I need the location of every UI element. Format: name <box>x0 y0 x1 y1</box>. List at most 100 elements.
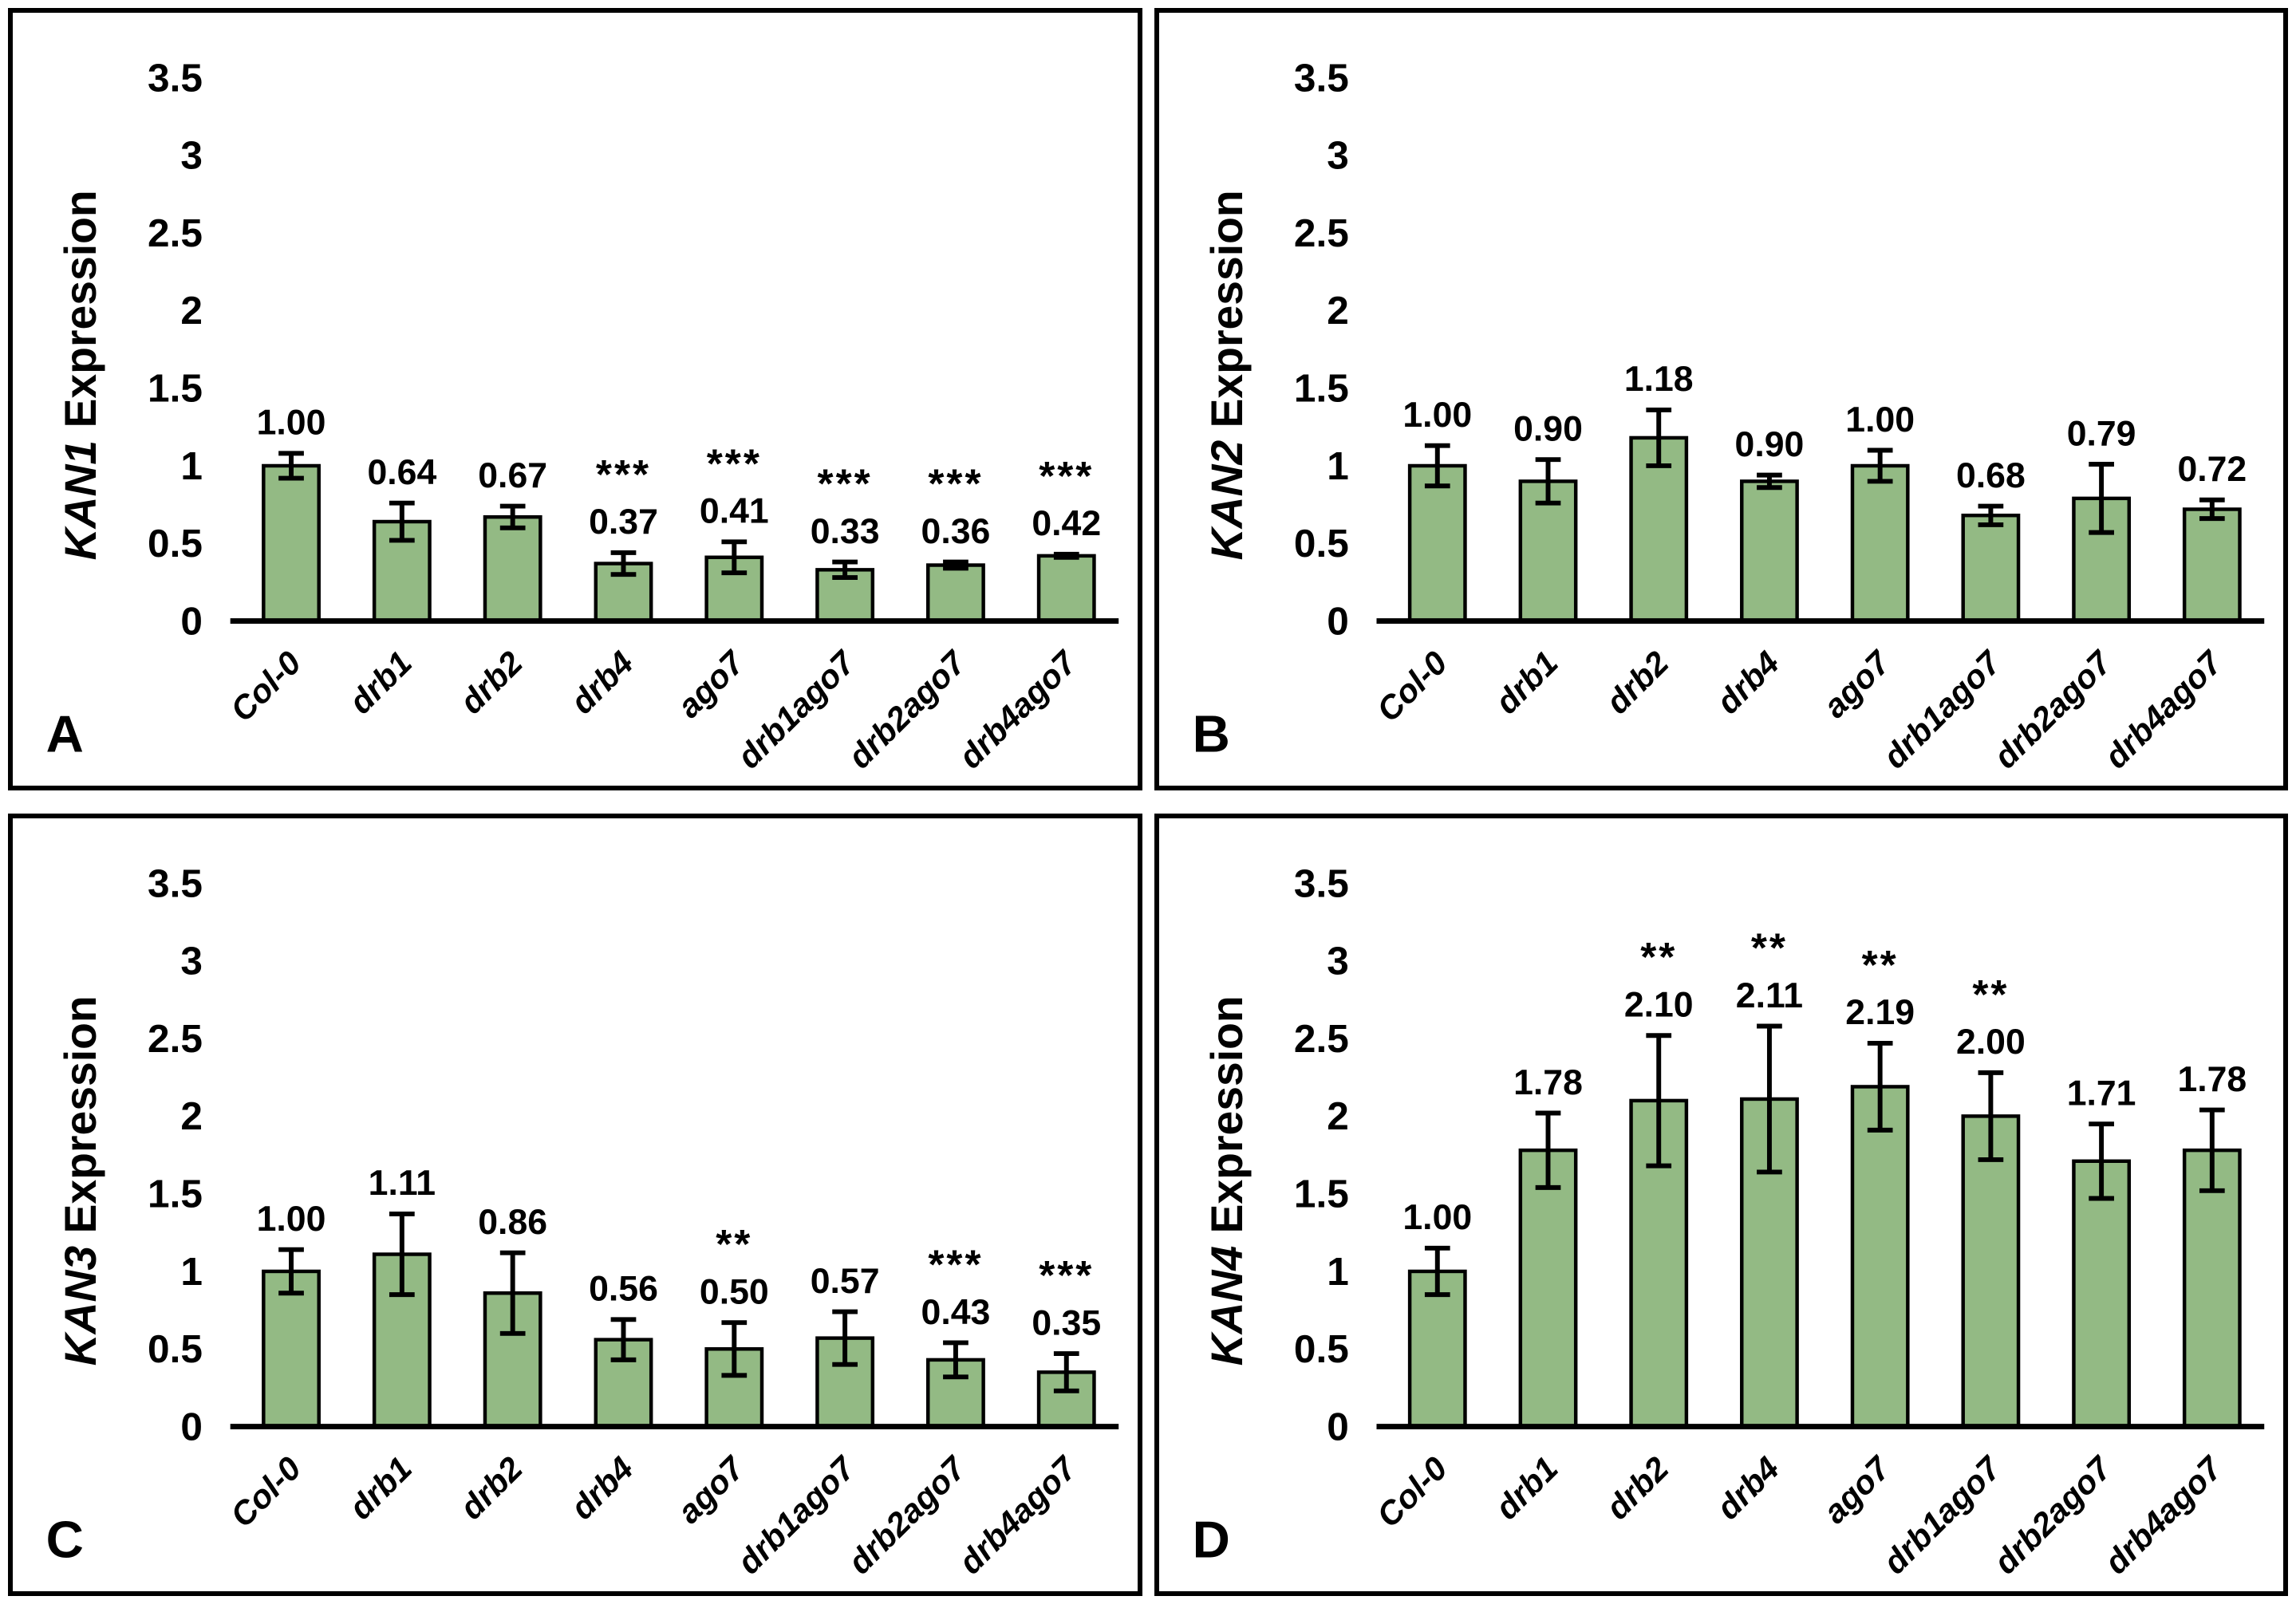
value-label: 1.78 <box>2177 1060 2247 1099</box>
x-tick-label: drb2 <box>452 1449 530 1527</box>
bar <box>2072 1159 2132 1429</box>
y-tick-label: 2 <box>1327 289 1349 333</box>
significance-label: ** <box>1640 933 1677 979</box>
y-tick-label: 2.5 <box>148 1017 203 1061</box>
value-label: 0.72 <box>2177 450 2247 489</box>
x-tick-label: ago7 <box>670 1448 752 1531</box>
value-label: 0.35 <box>1032 1303 1101 1342</box>
panel-a: 0 0.5 1 1.5 2 2.5 3 3.5 KAN1 Expression 1.00 Col-0… <box>8 8 1142 790</box>
x-tick-label: drb1ago7 <box>730 1448 863 1581</box>
y-tick-label: 0.5 <box>1294 522 1349 566</box>
value-label: 0.67 <box>478 456 547 495</box>
value-label: 2.10 <box>1624 986 1694 1025</box>
panel-c: 0 0.5 1 1.5 2 2.5 3 3.5 KAN3 Expression 1.00 Col-0… <box>8 814 1142 1596</box>
y-tick-label: 1.5 <box>1294 367 1349 411</box>
value-label: 2.19 <box>1845 993 1915 1032</box>
y-tick-label: 0.5 <box>148 522 203 566</box>
value-label: 0.68 <box>1956 456 2026 495</box>
significance-label: *** <box>928 460 983 506</box>
y-tick-label: 2.5 <box>148 211 203 255</box>
value-label: 1.00 <box>257 404 326 443</box>
significance-label: *** <box>818 460 873 506</box>
significance-label: ** <box>716 1220 752 1267</box>
x-tick-label: drb2 <box>452 644 530 721</box>
bar <box>1407 463 1467 623</box>
chart-a: 0 0.5 1 1.5 2 2.5 3 3.5 KAN1 Expression 1.00 Col-0… <box>46 56 1119 775</box>
x-tick-label: ago7 <box>1816 643 1898 725</box>
chart-b: 0 0.5 1 1.5 2 2.5 3 3.5 KAN2 Expression 1.00 Col-0… <box>1193 56 2265 776</box>
value-label: 0.50 <box>700 1273 769 1312</box>
value-label: 0.36 <box>921 512 991 551</box>
y-tick-label: 3.5 <box>148 56 203 100</box>
value-label: 2.11 <box>1736 976 1803 1015</box>
value-label: 0.56 <box>589 1270 658 1309</box>
y-tick-label: 2 <box>180 289 203 333</box>
value-label: 0.57 <box>811 1262 880 1301</box>
y-tick-label: 2.5 <box>1294 211 1349 255</box>
y-tick-label: 1.5 <box>1294 1172 1349 1216</box>
significance-label: ** <box>1862 941 1899 987</box>
x-tick-label: ago7 <box>1816 1448 1898 1531</box>
bar <box>1740 479 1799 623</box>
bar <box>1036 554 1096 623</box>
y-tick-label: 3.5 <box>1294 861 1349 905</box>
panel-b: 0 0.5 1 1.5 2 2.5 3 3.5 KAN2 Expression 1.00 Col-0… <box>1154 8 2288 790</box>
y-tick-label: 3 <box>1327 940 1349 983</box>
x-tick-label: drb2 <box>1598 1449 1675 1527</box>
value-label: 0.86 <box>478 1203 547 1242</box>
y-tick-label: 2 <box>1327 1094 1349 1138</box>
value-label: 1.00 <box>1402 1198 1472 1237</box>
significance-label: *** <box>1039 1251 1094 1298</box>
y-tick-label: 3 <box>180 940 203 983</box>
panel-letter: D <box>1193 1511 1230 1569</box>
x-tick-label: drb1 <box>341 644 419 721</box>
x-tick-label: drb2ago7 <box>840 643 973 775</box>
y-tick-label: 0.5 <box>148 1327 203 1371</box>
x-tick-label: drb4 <box>563 644 641 721</box>
x-tick-label: drb1ago7 <box>730 643 863 775</box>
significance-label: *** <box>707 439 762 486</box>
bar <box>483 514 542 623</box>
y-axis-label: KAN3 Expression <box>56 995 105 1366</box>
significance-label: *** <box>1039 452 1094 499</box>
x-tick-label: drb4 <box>563 1449 641 1527</box>
bar <box>1961 1114 2021 1429</box>
x-tick-label: drb4 <box>1709 644 1786 721</box>
value-label: 1.00 <box>1845 400 1915 439</box>
y-tick-label: 2.5 <box>1294 1017 1349 1061</box>
x-tick-label: drb1 <box>1488 644 1565 721</box>
bar <box>1407 1269 1467 1429</box>
x-tick-label: drb4ago7 <box>951 643 1084 775</box>
y-tick-label: 0 <box>180 1405 203 1448</box>
value-label: 0.41 <box>700 492 769 531</box>
x-tick-label: ago7 <box>670 643 752 725</box>
bar <box>1961 513 2021 623</box>
panel-letter: A <box>46 705 84 763</box>
x-tick-label: Col-0 <box>1369 644 1454 729</box>
x-tick-label: drb4 <box>1709 1449 1786 1527</box>
y-tick-label: 0 <box>1327 599 1349 643</box>
y-tick-label: 0 <box>1327 1405 1349 1448</box>
bar <box>262 463 321 623</box>
y-tick-label: 1.5 <box>148 1172 203 1216</box>
significance-label: ** <box>1751 924 1788 971</box>
y-tick-label: 1 <box>1327 1250 1349 1294</box>
y-tick-label: 0 <box>180 599 203 643</box>
y-tick-label: 2 <box>180 1094 203 1138</box>
value-label: 2.00 <box>1956 1023 2026 1062</box>
value-label: 1.78 <box>1513 1063 1583 1102</box>
x-tick-label: drb1ago7 <box>1876 643 2009 776</box>
x-tick-label: Col-0 <box>223 1449 308 1534</box>
y-tick-label: 1.5 <box>148 367 203 411</box>
y-tick-label: 1 <box>180 1250 203 1294</box>
value-label: 1.00 <box>257 1200 326 1239</box>
panel-d: 0 0.5 1 1.5 2 2.5 3 3.5 KAN4 Expression 1.00 Col-0… <box>1154 814 2288 1596</box>
x-tick-label: drb2 <box>1598 644 1675 721</box>
value-label: 0.33 <box>811 512 880 551</box>
value-label: 0.79 <box>2067 414 2136 453</box>
y-tick-label: 1 <box>180 444 203 488</box>
bar <box>926 563 985 623</box>
panel-letter: B <box>1193 705 1230 763</box>
significance-label: *** <box>596 451 651 497</box>
